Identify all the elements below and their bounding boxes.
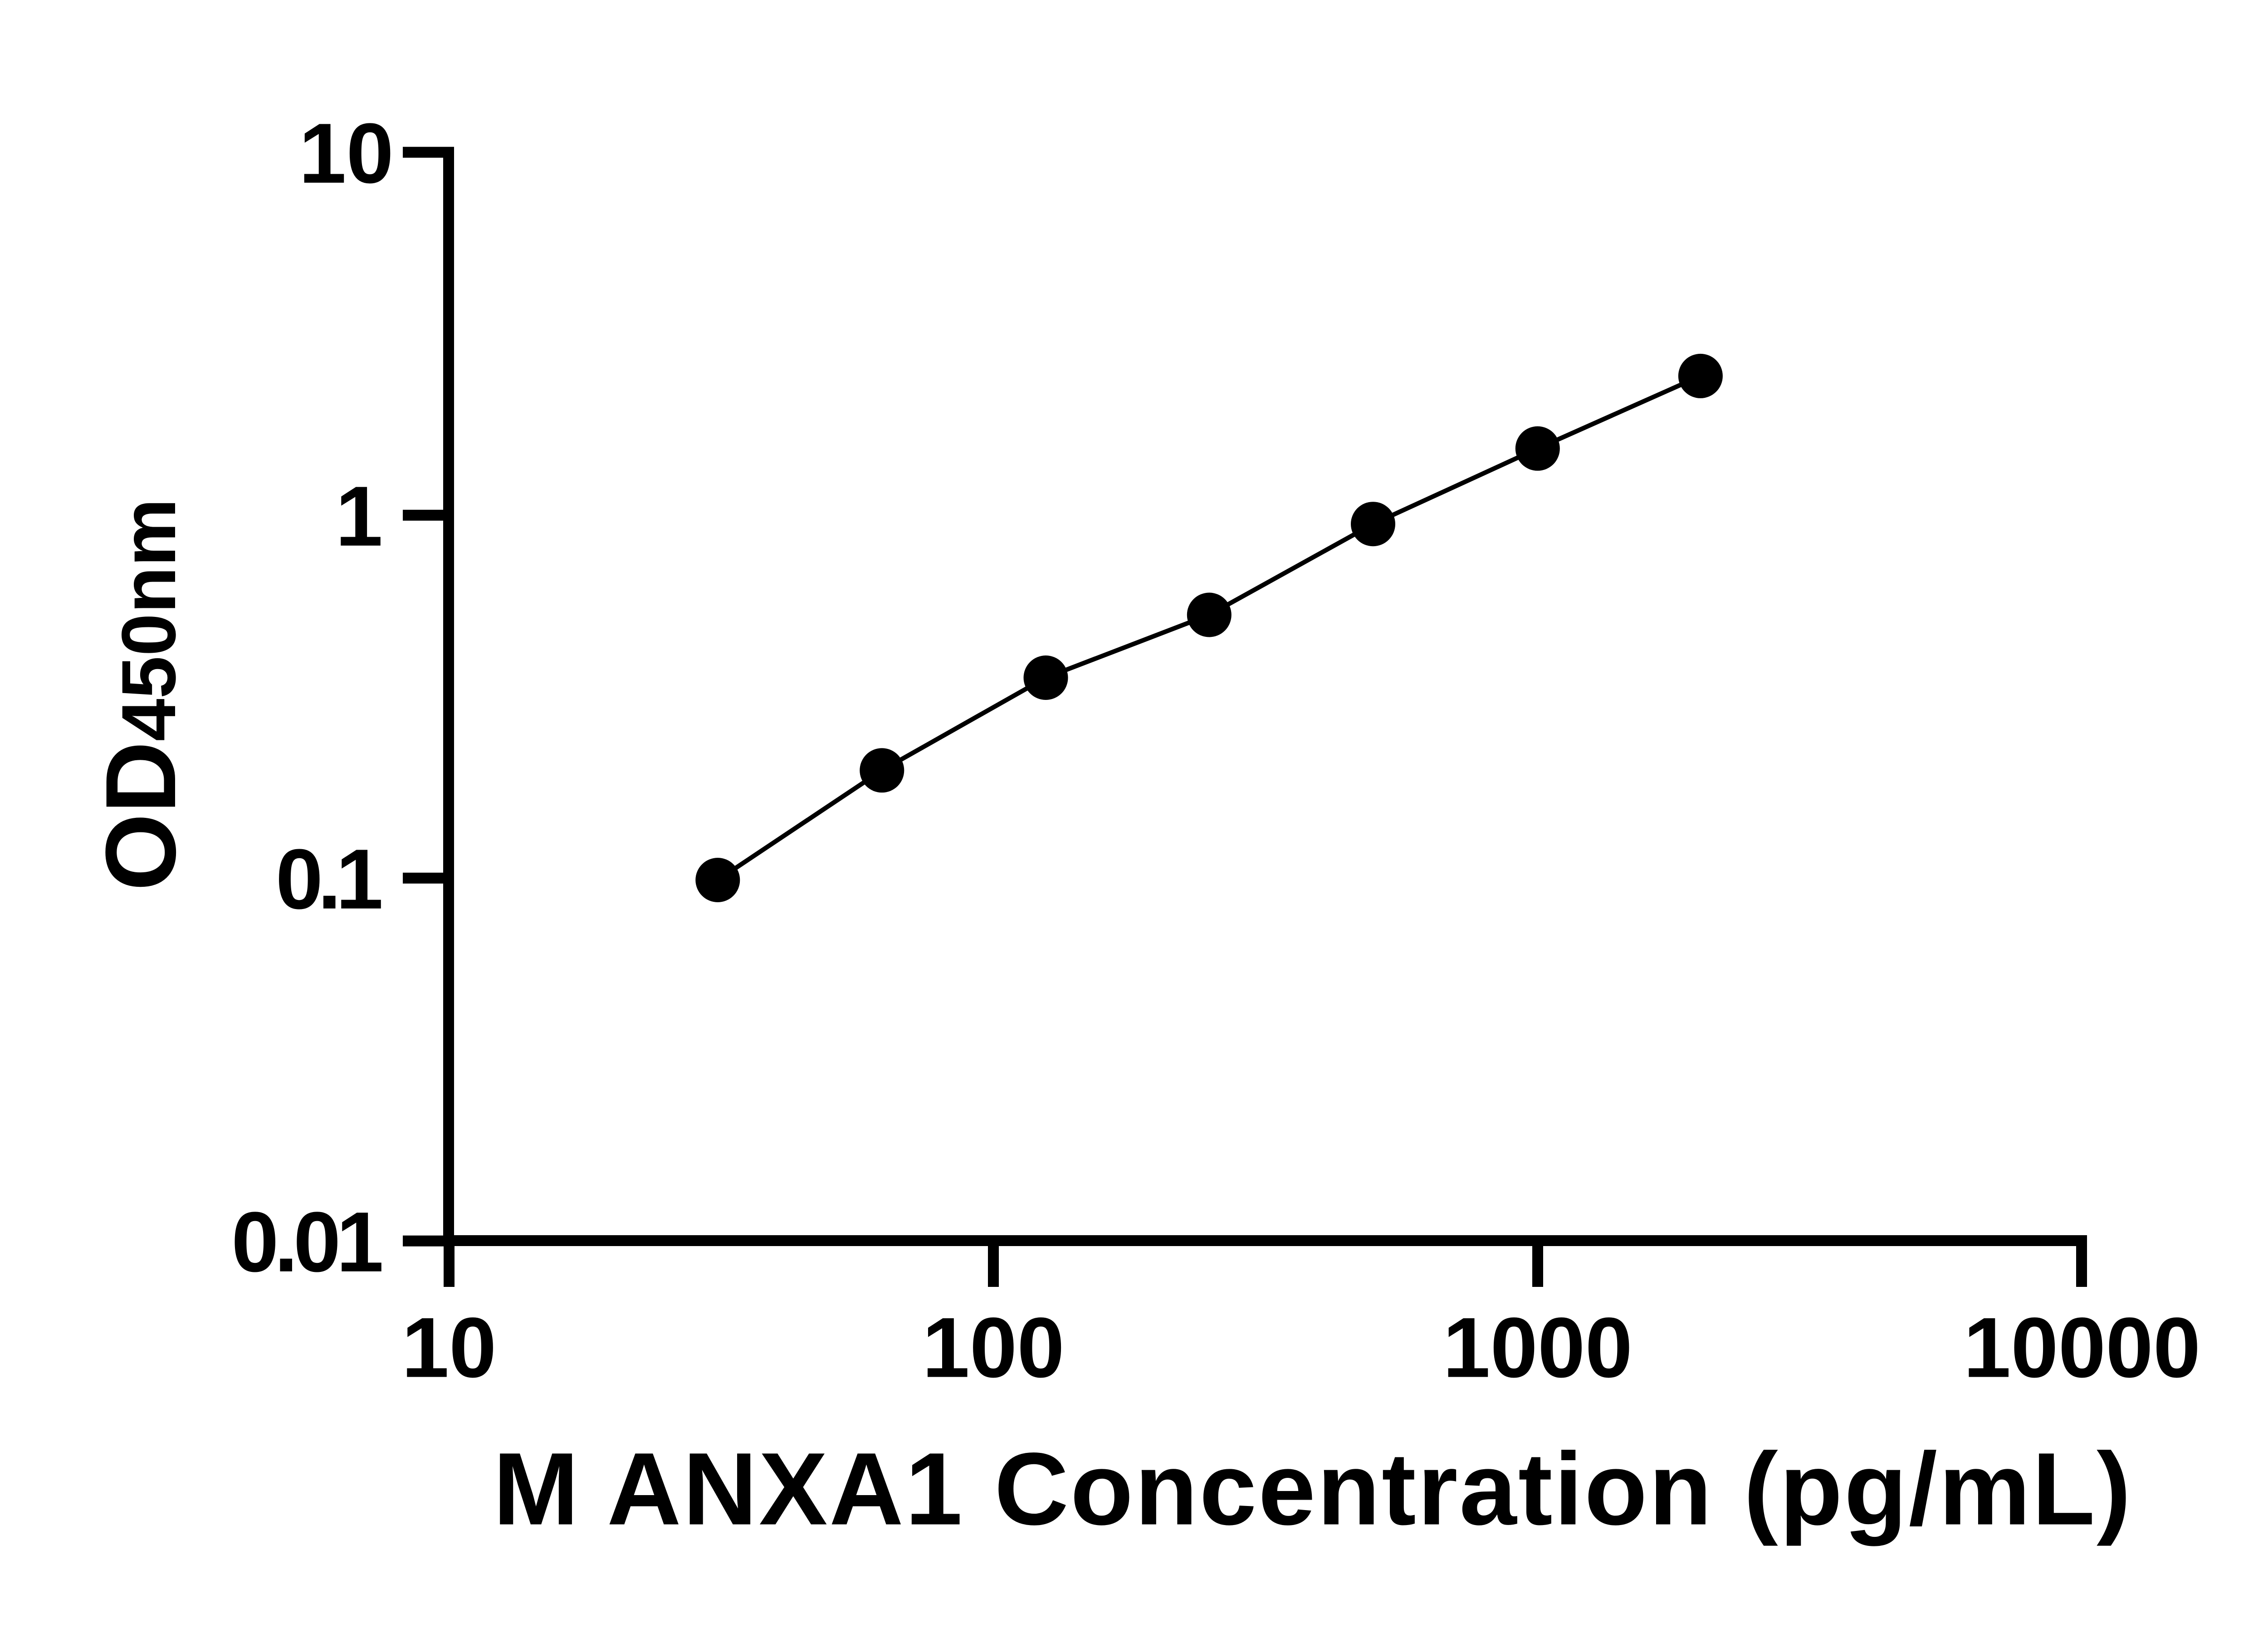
svg-text:0.1: 0.1	[276, 831, 381, 927]
svg-text:10000: 10000	[1964, 1300, 2201, 1395]
svg-text:10: 10	[299, 106, 394, 201]
svg-text:1: 1	[335, 469, 383, 564]
svg-text:10: 10	[401, 1300, 496, 1395]
svg-text:M ANXA1 Concentration (pg/mL): M ANXA1 Concentration (pg/mL)	[493, 1432, 2132, 1547]
svg-text:0.01: 0.01	[231, 1194, 381, 1290]
svg-text:1000: 1000	[1443, 1300, 1633, 1395]
svg-text:OD450nm: OD450nm	[85, 499, 196, 891]
svg-text:100: 100	[922, 1300, 1065, 1395]
